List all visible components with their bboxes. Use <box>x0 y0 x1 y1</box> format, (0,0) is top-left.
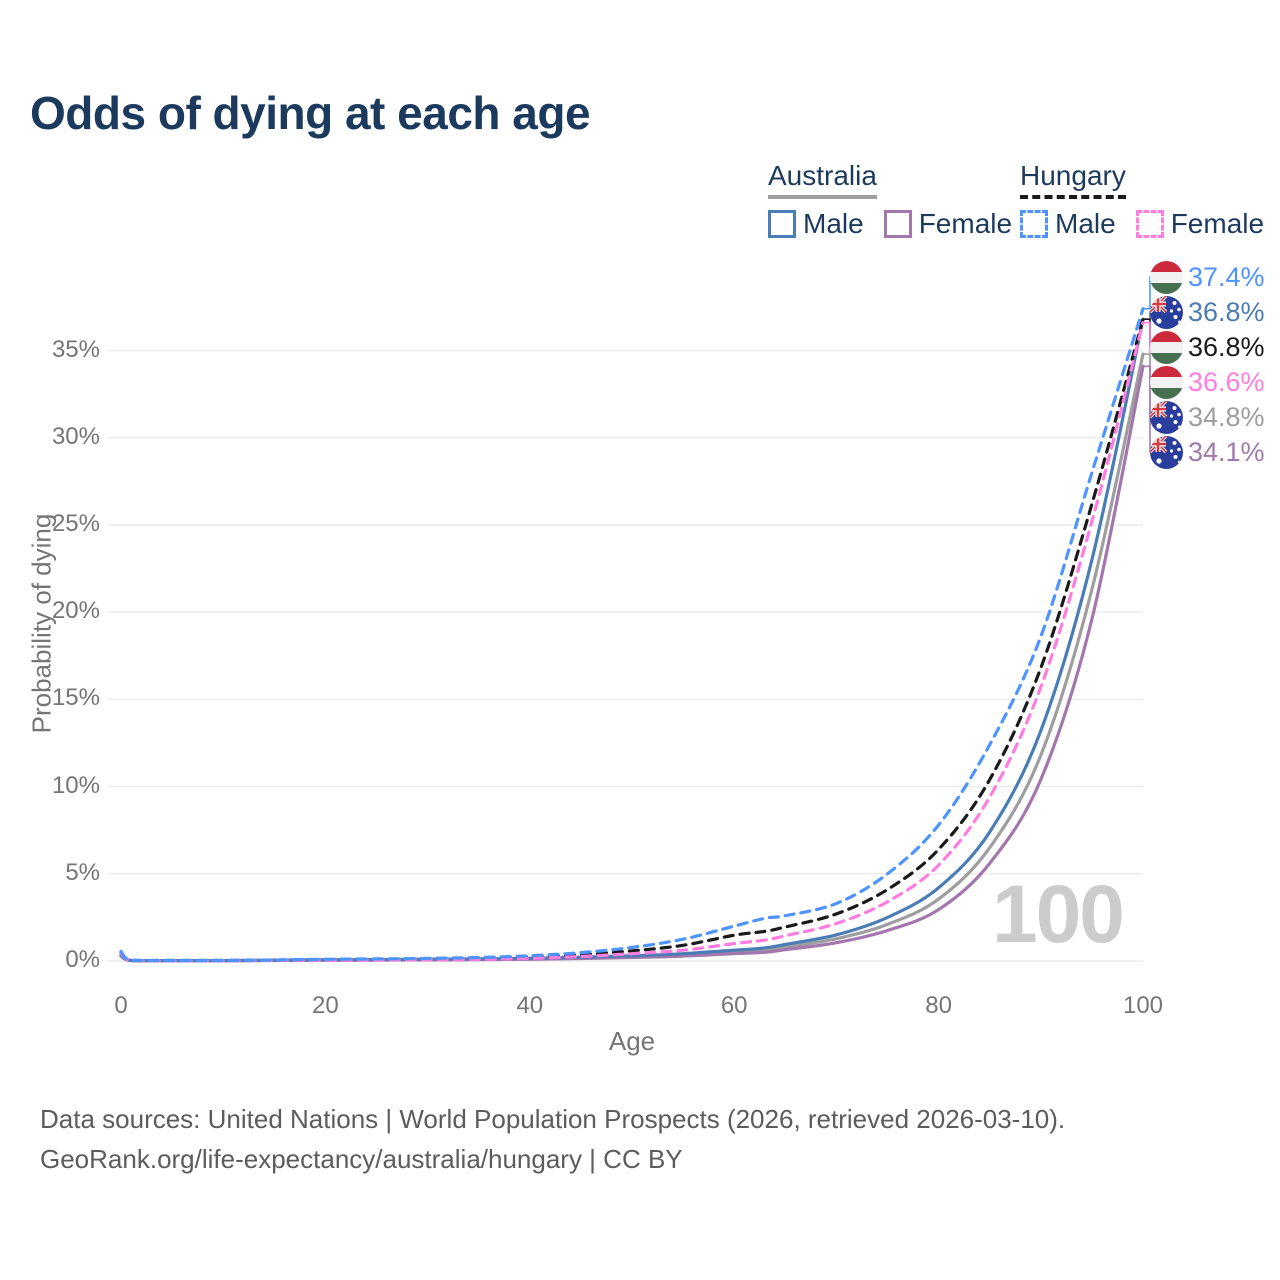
legend-item-australia-male[interactable]: Male <box>768 208 864 240</box>
end-label-value: 34.8% <box>1188 401 1265 432</box>
y-tick-30%: 30% <box>51 422 100 450</box>
legend-group-australia: Australia Male Female <box>768 160 1012 240</box>
legend-label-female: Female <box>918 208 1013 239</box>
watermark-age-100: 100 <box>992 869 1125 960</box>
x-tick-20: 20 <box>312 992 339 1019</box>
footer-attribution: GeoRank.org/life-expectancy/australia/hu… <box>40 1144 683 1174</box>
legend-item-hungary-male[interactable]: Male <box>1020 208 1116 240</box>
y-tick-0%: 0% <box>65 946 100 973</box>
y-tick-20%: 20% <box>51 597 100 625</box>
x-tick-60: 60 <box>720 992 748 1019</box>
y-tick-10%: 10% <box>51 771 100 799</box>
legend-group-hungary: Hungary Male Female <box>1020 160 1264 240</box>
hungary-flag-icon <box>1150 365 1183 399</box>
end-label-hungary-female: 36.6% <box>1150 365 1265 399</box>
end-label-value: 36.6% <box>1188 366 1265 397</box>
legend-swatch-australia-female <box>883 210 912 238</box>
legend-label-male: Male <box>1055 208 1116 239</box>
footer-data-sources: Data sources: United Nations | World Pop… <box>40 1104 1066 1134</box>
end-label-value: 36.8% <box>1188 331 1265 362</box>
legend-country-hungary[interactable]: Hungary <box>1020 160 1126 199</box>
end-label-value: 37.4% <box>1188 261 1265 292</box>
series-line-australia-both-sexes[interactable] <box>119 352 1145 963</box>
end-label-value: 36.8% <box>1188 296 1265 327</box>
y-tick-35%: 35% <box>51 335 100 363</box>
y-tick-25%: 25% <box>51 510 100 537</box>
legend-label-male: Male <box>803 208 864 239</box>
series-line-australia-female[interactable] <box>119 364 1145 963</box>
legend-label-female: Female <box>1170 208 1265 239</box>
end-label-australia-female: 34.1% <box>1150 435 1265 469</box>
page-title: Odds of dying at each age <box>30 87 591 139</box>
legend-item-hungary-female[interactable]: Female <box>1135 208 1265 240</box>
australia-flag-icon <box>1150 295 1183 329</box>
australia-flag-icon <box>1150 400 1183 434</box>
x-tick-100: 100 <box>1122 992 1164 1019</box>
legend-country-australia[interactable]: Australia <box>768 160 877 199</box>
series-line-australia-male[interactable] <box>119 317 1145 963</box>
x-axis-title: Age <box>608 1026 656 1056</box>
series-line-hungary-male[interactable] <box>119 307 1145 963</box>
series-line-hungary-both-sexes[interactable] <box>119 317 1145 963</box>
australia-flag-icon <box>1150 435 1183 469</box>
legend-swatch-hungary-male <box>1020 210 1048 238</box>
x-tick-0: 0 <box>114 992 128 1019</box>
y-tick-15%: 15% <box>51 684 100 712</box>
hungary-flag-icon <box>1150 260 1183 294</box>
y-tick-5%: 5% <box>65 858 100 886</box>
legend-swatch-hungary-female <box>1135 210 1164 238</box>
x-tick-80: 80 <box>925 992 952 1019</box>
series-line-hungary-female[interactable] <box>119 321 1145 963</box>
end-label-value: 34.1% <box>1188 436 1265 467</box>
end-label-australia-male: 36.8% <box>1150 295 1265 329</box>
end-label-hungary-male: 37.4% <box>1150 260 1265 294</box>
end-label-australia-both-sexes: 34.8% <box>1150 400 1265 434</box>
legend-swatch-australia-male <box>768 210 796 238</box>
end-label-hungary-both-sexes: 36.8% <box>1150 330 1265 364</box>
legend-item-australia-female[interactable]: Female <box>883 208 1013 240</box>
x-tick-40: 40 <box>516 992 544 1019</box>
hungary-flag-icon <box>1150 330 1183 364</box>
